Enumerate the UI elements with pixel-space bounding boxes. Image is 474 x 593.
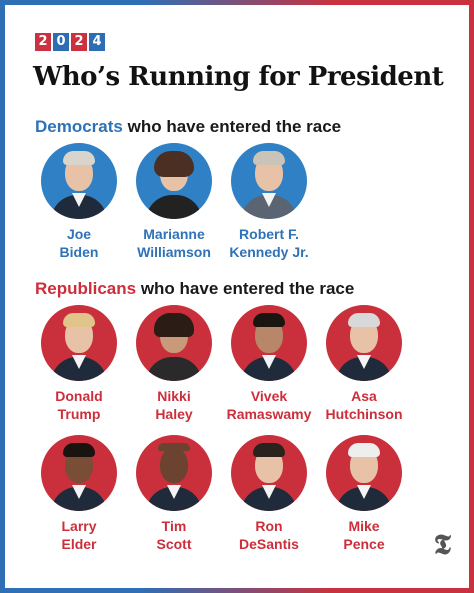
republicans-label: Republicans [35,279,137,298]
candidate-last-name: Ramaswamy [226,406,312,422]
candidate-card: Marianne Williamson [126,143,222,261]
candidate-name: Ron DeSantis [221,517,317,553]
democrats-heading-rest: who have entered the race [122,117,342,136]
candidate-last-name: Trump [57,406,101,422]
candidate-name: Larry Elder [31,517,127,553]
candidate-portrait [136,143,212,219]
year-digit: 2 [35,33,51,51]
candidate-last-name: Scott [156,536,192,552]
candidate-name: Donald Trump [31,387,127,423]
candidate-first-name: Tim [161,518,187,534]
candidate-portrait [41,143,117,219]
candidate-name: Vivek Ramaswamy [221,387,317,423]
publisher-logo-icon: 𝕿 [433,528,451,561]
candidate-name: Joe Biden [31,225,127,261]
candidate-last-name: Pence [343,536,385,552]
candidate-portrait [136,435,212,511]
republicans-heading: Republicans who have entered the race [35,279,354,299]
candidate-card: Larry Elder [31,435,127,553]
candidate-card: Tim Scott [126,435,222,553]
candidate-card: Robert F. Kennedy Jr. [221,143,317,261]
candidate-first-name: Mike [348,518,380,534]
candidate-portrait [136,305,212,381]
candidate-last-name: DeSantis [239,536,299,552]
candidate-portrait [41,305,117,381]
candidate-first-name: Asa [351,388,377,404]
candidate-card: Vivek Ramaswamy [221,305,317,423]
candidate-name: Mike Pence [316,517,412,553]
candidate-first-name: Larry [61,518,97,534]
candidate-first-name: Nikki [157,388,191,404]
candidate-last-name: Haley [155,406,193,422]
candidate-portrait [231,143,307,219]
democrats-heading: Democrats who have entered the race [35,117,341,137]
candidate-portrait [326,435,402,511]
candidate-portrait [326,305,402,381]
candidate-last-name: Hutchinson [325,406,403,422]
candidate-name: Robert F. Kennedy Jr. [221,225,317,261]
candidate-name: Marianne Williamson [126,225,222,261]
year-digit: 0 [53,33,69,51]
page-title: Who’s Running for President [33,62,444,92]
candidate-first-name: Marianne [143,226,205,242]
year-digit: 4 [89,33,105,51]
candidate-name: Tim Scott [126,517,222,553]
candidate-last-name: Williamson [137,244,211,260]
year-badge: 2 0 2 4 [35,33,105,51]
candidate-first-name: Joe [66,226,92,242]
candidate-card: Joe Biden [31,143,127,261]
candidate-last-name: Elder [61,536,97,552]
candidate-card: Nikki Haley [126,305,222,423]
year-digit: 2 [71,33,87,51]
candidate-name: Nikki Haley [126,387,222,423]
candidate-last-name: Biden [59,244,99,260]
candidate-card: Ron DeSantis [221,435,317,553]
candidate-first-name: Vivek [250,388,288,404]
republicans-heading-rest: who have entered the race [136,279,355,298]
candidate-name: Asa Hutchinson [316,387,412,423]
democrats-label: Democrats [35,117,123,136]
candidate-last-name: Kennedy Jr. [229,244,309,260]
candidate-card: Donald Trump [31,305,127,423]
candidate-first-name: Ron [255,518,283,534]
candidate-portrait [231,305,307,381]
candidate-card: Mike Pence [316,435,412,553]
candidate-first-name: Robert F. [239,226,299,242]
candidate-card: Asa Hutchinson [316,305,412,423]
candidate-portrait [41,435,117,511]
candidate-first-name: Donald [55,388,103,404]
candidate-portrait [231,435,307,511]
